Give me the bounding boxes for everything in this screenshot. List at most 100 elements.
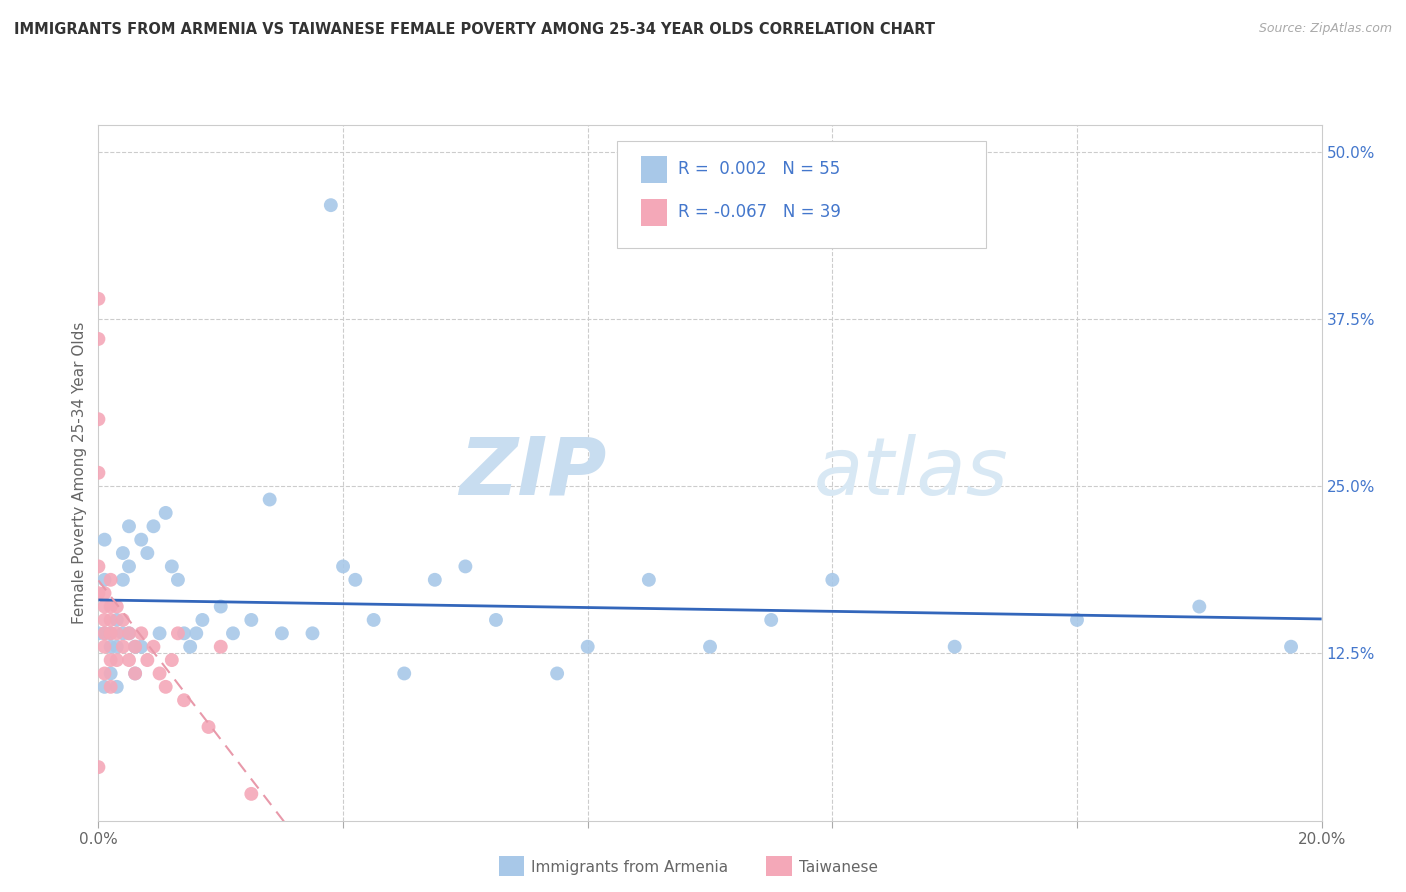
Point xyxy=(173,626,195,640)
Text: R = -0.067   N = 39: R = -0.067 N = 39 xyxy=(678,203,841,221)
Point xyxy=(118,626,141,640)
Point xyxy=(100,640,122,654)
Point xyxy=(87,292,110,306)
Point xyxy=(142,519,165,533)
Point xyxy=(87,559,110,574)
Point xyxy=(821,573,844,587)
Point xyxy=(129,640,152,654)
Point xyxy=(105,640,128,654)
Point xyxy=(93,573,115,587)
Point xyxy=(93,599,115,614)
Point xyxy=(136,653,159,667)
Point xyxy=(118,626,141,640)
Point xyxy=(100,653,122,667)
Point xyxy=(87,332,110,346)
Point xyxy=(546,666,568,681)
Point xyxy=(105,613,128,627)
Point xyxy=(209,599,232,614)
Text: Immigrants from Armenia: Immigrants from Armenia xyxy=(531,860,728,874)
Point xyxy=(155,680,177,694)
Point xyxy=(160,653,183,667)
Point xyxy=(222,626,245,640)
Point xyxy=(149,626,172,640)
Point xyxy=(93,533,115,547)
Point xyxy=(87,466,110,480)
Point xyxy=(485,613,508,627)
Point xyxy=(167,626,190,640)
Point xyxy=(100,626,122,640)
Point xyxy=(87,626,110,640)
Point xyxy=(943,640,966,654)
Point xyxy=(124,640,146,654)
Point xyxy=(240,787,263,801)
Point xyxy=(160,559,183,574)
Text: Source: ZipAtlas.com: Source: ZipAtlas.com xyxy=(1258,22,1392,36)
Point xyxy=(392,666,416,681)
Point xyxy=(100,613,122,627)
Point xyxy=(142,640,165,654)
Point xyxy=(179,640,201,654)
Point xyxy=(111,546,134,560)
Point xyxy=(124,666,146,681)
Point xyxy=(118,559,141,574)
Point xyxy=(111,613,134,627)
Point xyxy=(87,760,110,774)
Point xyxy=(93,626,115,640)
Point xyxy=(1188,599,1211,614)
Point xyxy=(118,519,141,533)
Point xyxy=(576,640,599,654)
Point xyxy=(100,573,122,587)
Point xyxy=(93,586,115,600)
Point xyxy=(93,640,115,654)
Point xyxy=(319,198,342,212)
Text: Taiwanese: Taiwanese xyxy=(799,860,877,874)
Point xyxy=(93,613,115,627)
Point xyxy=(118,653,141,667)
Point xyxy=(129,626,152,640)
Point xyxy=(1066,613,1088,627)
Point xyxy=(259,492,281,507)
Point xyxy=(240,613,263,627)
Point xyxy=(209,640,232,654)
Point xyxy=(105,599,128,614)
Point xyxy=(111,626,134,640)
Point xyxy=(301,626,323,640)
Point xyxy=(100,599,122,614)
Point xyxy=(93,666,115,681)
Point xyxy=(270,626,292,640)
Point xyxy=(124,640,146,654)
Point xyxy=(423,573,446,587)
Point xyxy=(87,412,110,426)
Point xyxy=(699,640,721,654)
Text: IMMIGRANTS FROM ARMENIA VS TAIWANESE FEMALE POVERTY AMONG 25-34 YEAR OLDS CORREL: IMMIGRANTS FROM ARMENIA VS TAIWANESE FEM… xyxy=(14,22,935,37)
Point xyxy=(93,680,115,694)
Point xyxy=(759,613,782,627)
Point xyxy=(332,559,354,574)
Point xyxy=(100,666,122,681)
Point xyxy=(186,626,208,640)
Point xyxy=(149,666,172,681)
Point xyxy=(105,653,128,667)
Point xyxy=(197,720,219,734)
Y-axis label: Female Poverty Among 25-34 Year Olds: Female Poverty Among 25-34 Year Olds xyxy=(72,322,87,624)
Point xyxy=(454,559,477,574)
Point xyxy=(1279,640,1302,654)
Point xyxy=(105,680,128,694)
Point xyxy=(105,626,128,640)
Point xyxy=(167,573,190,587)
Point xyxy=(93,626,115,640)
Point xyxy=(344,573,367,587)
Point xyxy=(124,666,146,681)
Point xyxy=(129,533,152,547)
Point xyxy=(637,573,661,587)
Point xyxy=(111,640,134,654)
Point xyxy=(87,586,110,600)
Point xyxy=(363,613,385,627)
Point xyxy=(155,506,177,520)
Text: atlas: atlas xyxy=(814,434,1008,512)
Point xyxy=(136,546,159,560)
Text: ZIP: ZIP xyxy=(458,434,606,512)
Text: R =  0.002   N = 55: R = 0.002 N = 55 xyxy=(678,161,839,178)
Point xyxy=(100,680,122,694)
Point xyxy=(191,613,214,627)
